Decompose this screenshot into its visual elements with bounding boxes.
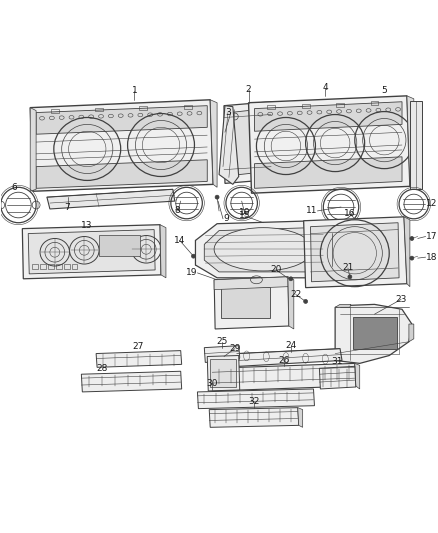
Polygon shape	[36, 106, 207, 134]
Text: 21: 21	[342, 263, 353, 272]
Polygon shape	[198, 389, 314, 409]
Polygon shape	[22, 225, 161, 279]
Bar	[184, 104, 191, 109]
Polygon shape	[304, 217, 407, 288]
Ellipse shape	[214, 228, 312, 271]
Text: 8: 8	[175, 206, 180, 215]
Text: 4: 4	[322, 84, 328, 92]
Polygon shape	[219, 106, 239, 184]
Bar	[51, 109, 59, 113]
Text: 19: 19	[186, 269, 198, 277]
Polygon shape	[230, 109, 266, 175]
Text: 7: 7	[65, 204, 71, 213]
Polygon shape	[160, 225, 166, 278]
Text: 17: 17	[426, 232, 437, 241]
Polygon shape	[249, 96, 410, 193]
Polygon shape	[81, 372, 182, 392]
Text: 14: 14	[174, 236, 185, 245]
Polygon shape	[210, 100, 217, 187]
Polygon shape	[355, 364, 360, 389]
Polygon shape	[96, 351, 182, 367]
Text: 28: 28	[96, 364, 108, 373]
Polygon shape	[298, 408, 303, 427]
Polygon shape	[254, 157, 402, 188]
Polygon shape	[319, 366, 356, 389]
Text: 32: 32	[249, 397, 260, 406]
Text: 12: 12	[426, 199, 437, 207]
Bar	[56, 264, 62, 269]
Text: 5: 5	[381, 86, 387, 95]
Polygon shape	[407, 96, 414, 189]
Text: 22: 22	[290, 290, 301, 299]
Polygon shape	[311, 223, 399, 282]
Polygon shape	[214, 277, 288, 289]
Bar	[353, 317, 397, 349]
Polygon shape	[254, 102, 402, 131]
Text: 25: 25	[216, 337, 228, 346]
Circle shape	[304, 300, 307, 303]
Polygon shape	[404, 217, 410, 287]
Text: 9: 9	[223, 214, 229, 223]
Text: 31: 31	[331, 357, 343, 366]
Polygon shape	[271, 102, 277, 182]
Text: 10: 10	[239, 208, 251, 217]
Text: 6: 6	[12, 183, 18, 192]
Text: 20: 20	[270, 265, 282, 274]
Polygon shape	[237, 349, 342, 366]
Polygon shape	[30, 108, 36, 191]
Text: 1: 1	[131, 86, 138, 95]
Bar	[210, 359, 236, 387]
Polygon shape	[212, 364, 356, 391]
Bar	[64, 264, 70, 269]
Circle shape	[191, 254, 195, 258]
Polygon shape	[335, 304, 351, 308]
Polygon shape	[28, 230, 155, 274]
Text: 24: 24	[285, 341, 297, 350]
Polygon shape	[204, 346, 240, 362]
Bar	[32, 264, 38, 269]
Text: 27: 27	[133, 342, 144, 351]
Text: 2: 2	[246, 85, 251, 94]
Circle shape	[215, 195, 219, 199]
Polygon shape	[30, 100, 213, 191]
Text: 26: 26	[278, 356, 290, 365]
Circle shape	[410, 237, 414, 240]
Circle shape	[289, 277, 293, 281]
Polygon shape	[204, 228, 323, 272]
Text: 29: 29	[229, 344, 240, 353]
Text: 16: 16	[344, 209, 356, 219]
Polygon shape	[195, 221, 332, 278]
Bar	[336, 102, 344, 107]
Polygon shape	[224, 102, 272, 183]
Text: 30: 30	[206, 378, 218, 387]
Text: 18: 18	[426, 253, 437, 262]
Bar	[267, 105, 275, 109]
Bar	[40, 264, 46, 269]
Circle shape	[410, 256, 414, 260]
Circle shape	[348, 275, 352, 279]
Polygon shape	[409, 324, 414, 342]
Polygon shape	[207, 356, 240, 391]
Polygon shape	[36, 160, 207, 188]
Text: 15: 15	[239, 212, 251, 220]
Bar	[48, 264, 54, 269]
Text: 13: 13	[81, 221, 92, 230]
Text: 11: 11	[306, 206, 318, 215]
Bar	[302, 104, 310, 108]
Bar	[95, 108, 103, 111]
Text: 23: 23	[396, 295, 407, 304]
Polygon shape	[214, 277, 289, 329]
Bar	[99, 235, 140, 256]
Bar	[371, 101, 378, 106]
Bar	[221, 287, 270, 318]
Bar	[139, 106, 147, 110]
Polygon shape	[288, 277, 294, 329]
Polygon shape	[47, 189, 175, 209]
Polygon shape	[335, 304, 412, 364]
Polygon shape	[410, 101, 422, 189]
Bar	[71, 264, 78, 269]
Text: 3: 3	[225, 108, 231, 117]
Polygon shape	[209, 408, 299, 427]
